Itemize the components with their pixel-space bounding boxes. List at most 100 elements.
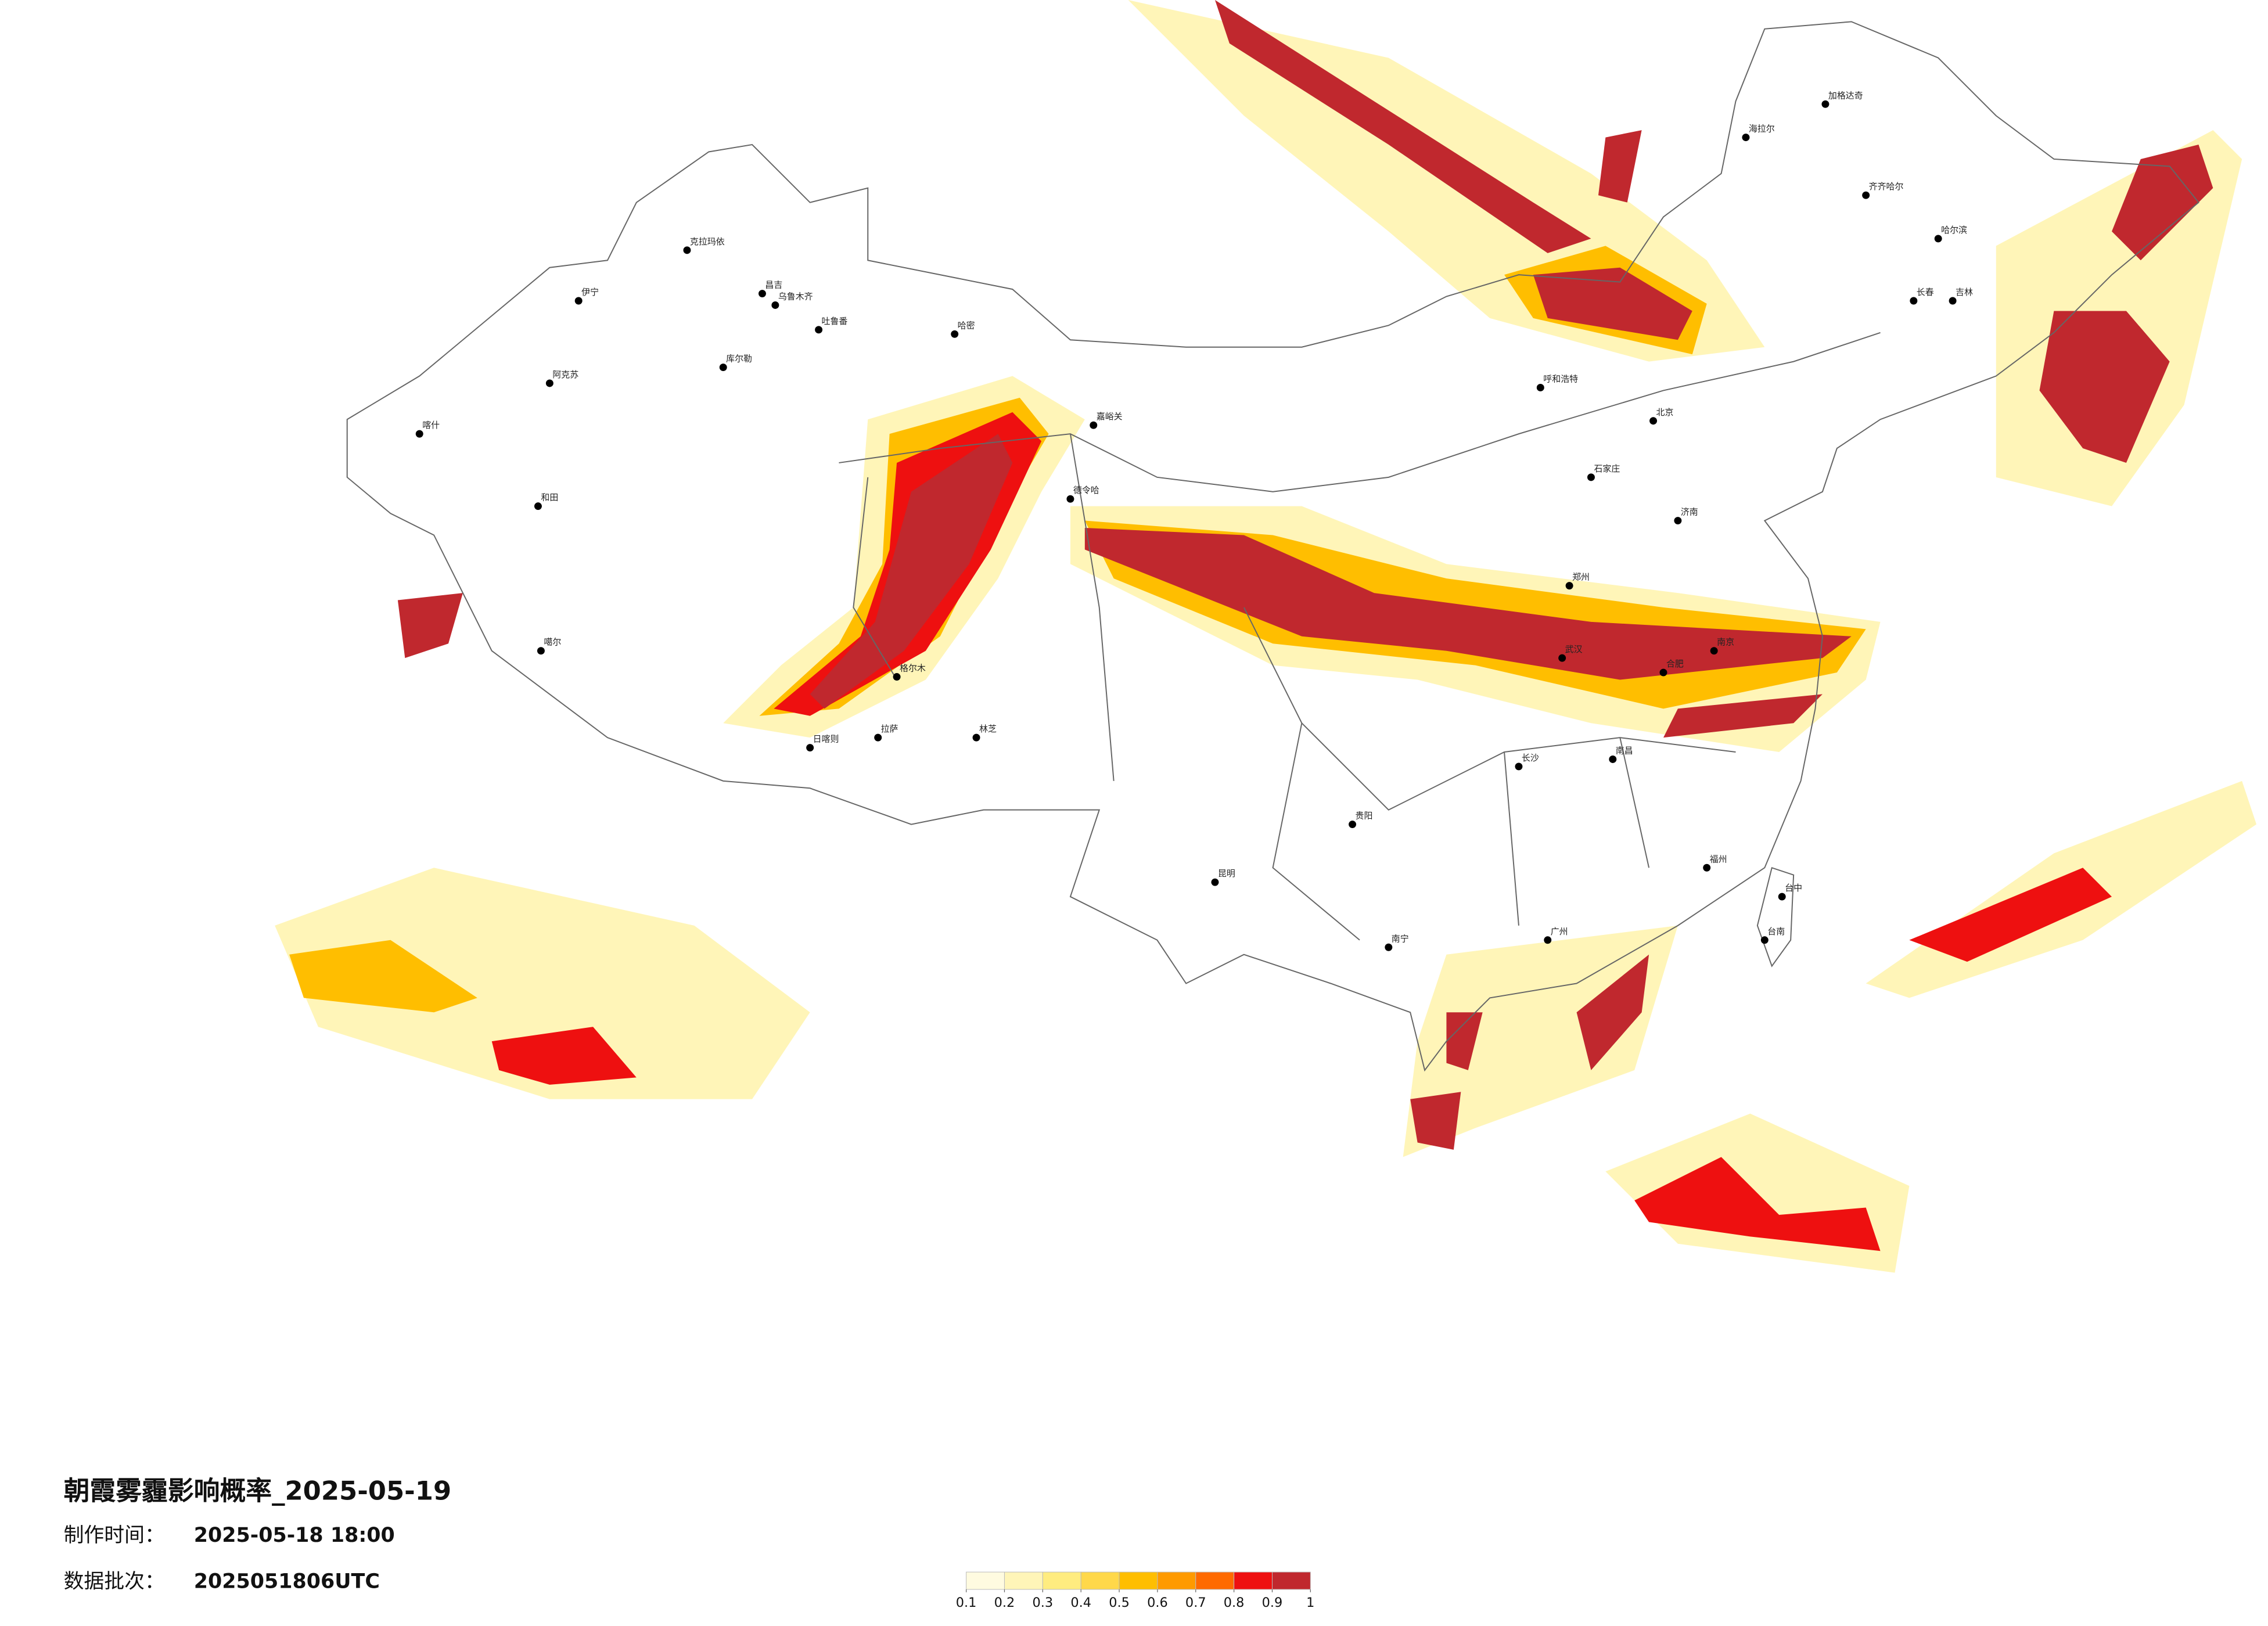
legend-swatch xyxy=(1004,1571,1043,1590)
city-label: 济南 xyxy=(1681,507,1698,517)
city-dot xyxy=(1703,864,1711,872)
city-label: 乌鲁木齐 xyxy=(778,292,813,302)
city-dot xyxy=(1949,297,1957,305)
city-label: 南宁 xyxy=(1392,933,1409,944)
city-dot xyxy=(537,647,545,655)
city-dot xyxy=(1544,936,1552,944)
city-label: 南昌 xyxy=(1616,746,1633,756)
city-label: 昆明 xyxy=(1218,868,1235,879)
city-label: 台南 xyxy=(1767,926,1785,937)
data-batch: 2025051806UTC xyxy=(194,1570,380,1593)
city-dot xyxy=(1515,762,1523,771)
city-label: 喀什 xyxy=(422,420,440,430)
city-label: 拉萨 xyxy=(881,724,898,734)
city-dot xyxy=(1710,647,1718,655)
city-dot xyxy=(758,290,766,298)
city-label: 格尔木 xyxy=(900,663,926,674)
city-dot xyxy=(972,733,980,742)
legend-swatch xyxy=(966,1571,1005,1590)
city-dot xyxy=(1674,517,1682,525)
city-label: 昌吉 xyxy=(765,280,782,290)
city-dot xyxy=(1536,383,1544,391)
city-dot xyxy=(1934,235,1942,243)
production-time: 2025-05-18 18:00 xyxy=(194,1524,395,1547)
city-label: 哈尔滨 xyxy=(1941,225,1967,235)
legend-swatch xyxy=(1119,1571,1158,1590)
city-label: 台中 xyxy=(1785,883,1802,893)
legend-tick-label: 0.3 xyxy=(1033,1595,1054,1610)
city-label: 库尔勒 xyxy=(726,354,752,364)
city-label: 日喀则 xyxy=(813,734,839,744)
city-dot xyxy=(719,364,727,372)
city-label: 加格达奇 xyxy=(1828,90,1863,100)
legend-swatch xyxy=(1234,1571,1273,1590)
city-dot xyxy=(683,246,691,254)
legend-tick-label: 0.4 xyxy=(1070,1595,1091,1610)
legend-tick-label: 0.7 xyxy=(1185,1595,1206,1610)
city-label: 噶尔 xyxy=(544,637,561,647)
legend-tick-label: 0.6 xyxy=(1147,1595,1168,1610)
city-label: 德令哈 xyxy=(1073,485,1099,495)
city-dot xyxy=(545,379,553,387)
city-dot xyxy=(1565,582,1573,590)
city-label: 嘉峪关 xyxy=(1097,411,1123,422)
city-label: 郑州 xyxy=(1572,572,1590,582)
production-time-label: 制作时间： xyxy=(64,1524,165,1547)
city-dot xyxy=(893,673,901,681)
city-dot xyxy=(1609,756,1617,763)
city-label: 石家庄 xyxy=(1594,463,1620,474)
city-dot xyxy=(1910,297,1918,305)
city-dot xyxy=(1587,473,1595,481)
legend-swatch xyxy=(1271,1571,1311,1590)
city-dot xyxy=(874,733,882,742)
legend-tick-label: 0.9 xyxy=(1262,1595,1283,1610)
city-dot xyxy=(815,326,823,334)
city-dot xyxy=(1659,668,1667,677)
city-label: 阿克苏 xyxy=(552,369,578,380)
city-label: 吐鲁番 xyxy=(822,316,848,326)
city-dot xyxy=(574,297,583,305)
city-label: 长沙 xyxy=(1522,753,1539,763)
city-dot xyxy=(1778,893,1786,901)
city-dot xyxy=(1385,943,1393,951)
legend-tick-label: 0.2 xyxy=(994,1595,1015,1610)
city-dot xyxy=(1742,134,1750,142)
city-dot xyxy=(1821,100,1830,108)
city-label: 和田 xyxy=(541,492,558,503)
legend-tick-label: 0.5 xyxy=(1109,1595,1130,1610)
legend-swatch xyxy=(1042,1571,1081,1590)
city-label: 武汉 xyxy=(1565,644,1583,654)
boundaries xyxy=(346,21,2199,1072)
city-dot xyxy=(1558,654,1566,662)
legend-swatch xyxy=(1195,1571,1235,1590)
city-label: 合肥 xyxy=(1666,659,1684,669)
city-dot xyxy=(951,330,959,338)
data-batch-label: 数据批次： xyxy=(64,1570,165,1593)
city-dot xyxy=(1349,821,1357,829)
city-dot xyxy=(415,430,423,438)
map-title: 朝霞雾霾影响概率_2025-05-19 xyxy=(64,1476,452,1506)
city-dot xyxy=(771,301,779,309)
city-label: 克拉玛依 xyxy=(690,236,725,247)
city-label: 呼和浩特 xyxy=(1543,373,1578,384)
city-dot xyxy=(1862,191,1870,199)
city-label: 吉林 xyxy=(1956,287,1973,297)
city-dot xyxy=(534,502,542,510)
city-dot xyxy=(1066,495,1074,503)
city-label: 贵阳 xyxy=(1356,811,1373,821)
legend-swatch xyxy=(1157,1571,1196,1590)
city-label: 长春 xyxy=(1917,287,1934,297)
city-label: 福州 xyxy=(1710,854,1727,864)
city-dot xyxy=(1211,878,1219,886)
legend-swatch xyxy=(1080,1571,1120,1590)
city-label: 广州 xyxy=(1551,926,1568,937)
city-label: 南京 xyxy=(1717,637,1734,647)
legend: 0.1 0.2 0.3 0.4 0.5 0.6 0.7 0.8 0.9 1 xyxy=(956,1571,1314,1610)
city-dot xyxy=(1090,421,1098,429)
city-label: 北京 xyxy=(1656,407,1674,418)
legend-tick-label: 0.1 xyxy=(956,1595,977,1610)
city-dot xyxy=(1760,936,1769,944)
